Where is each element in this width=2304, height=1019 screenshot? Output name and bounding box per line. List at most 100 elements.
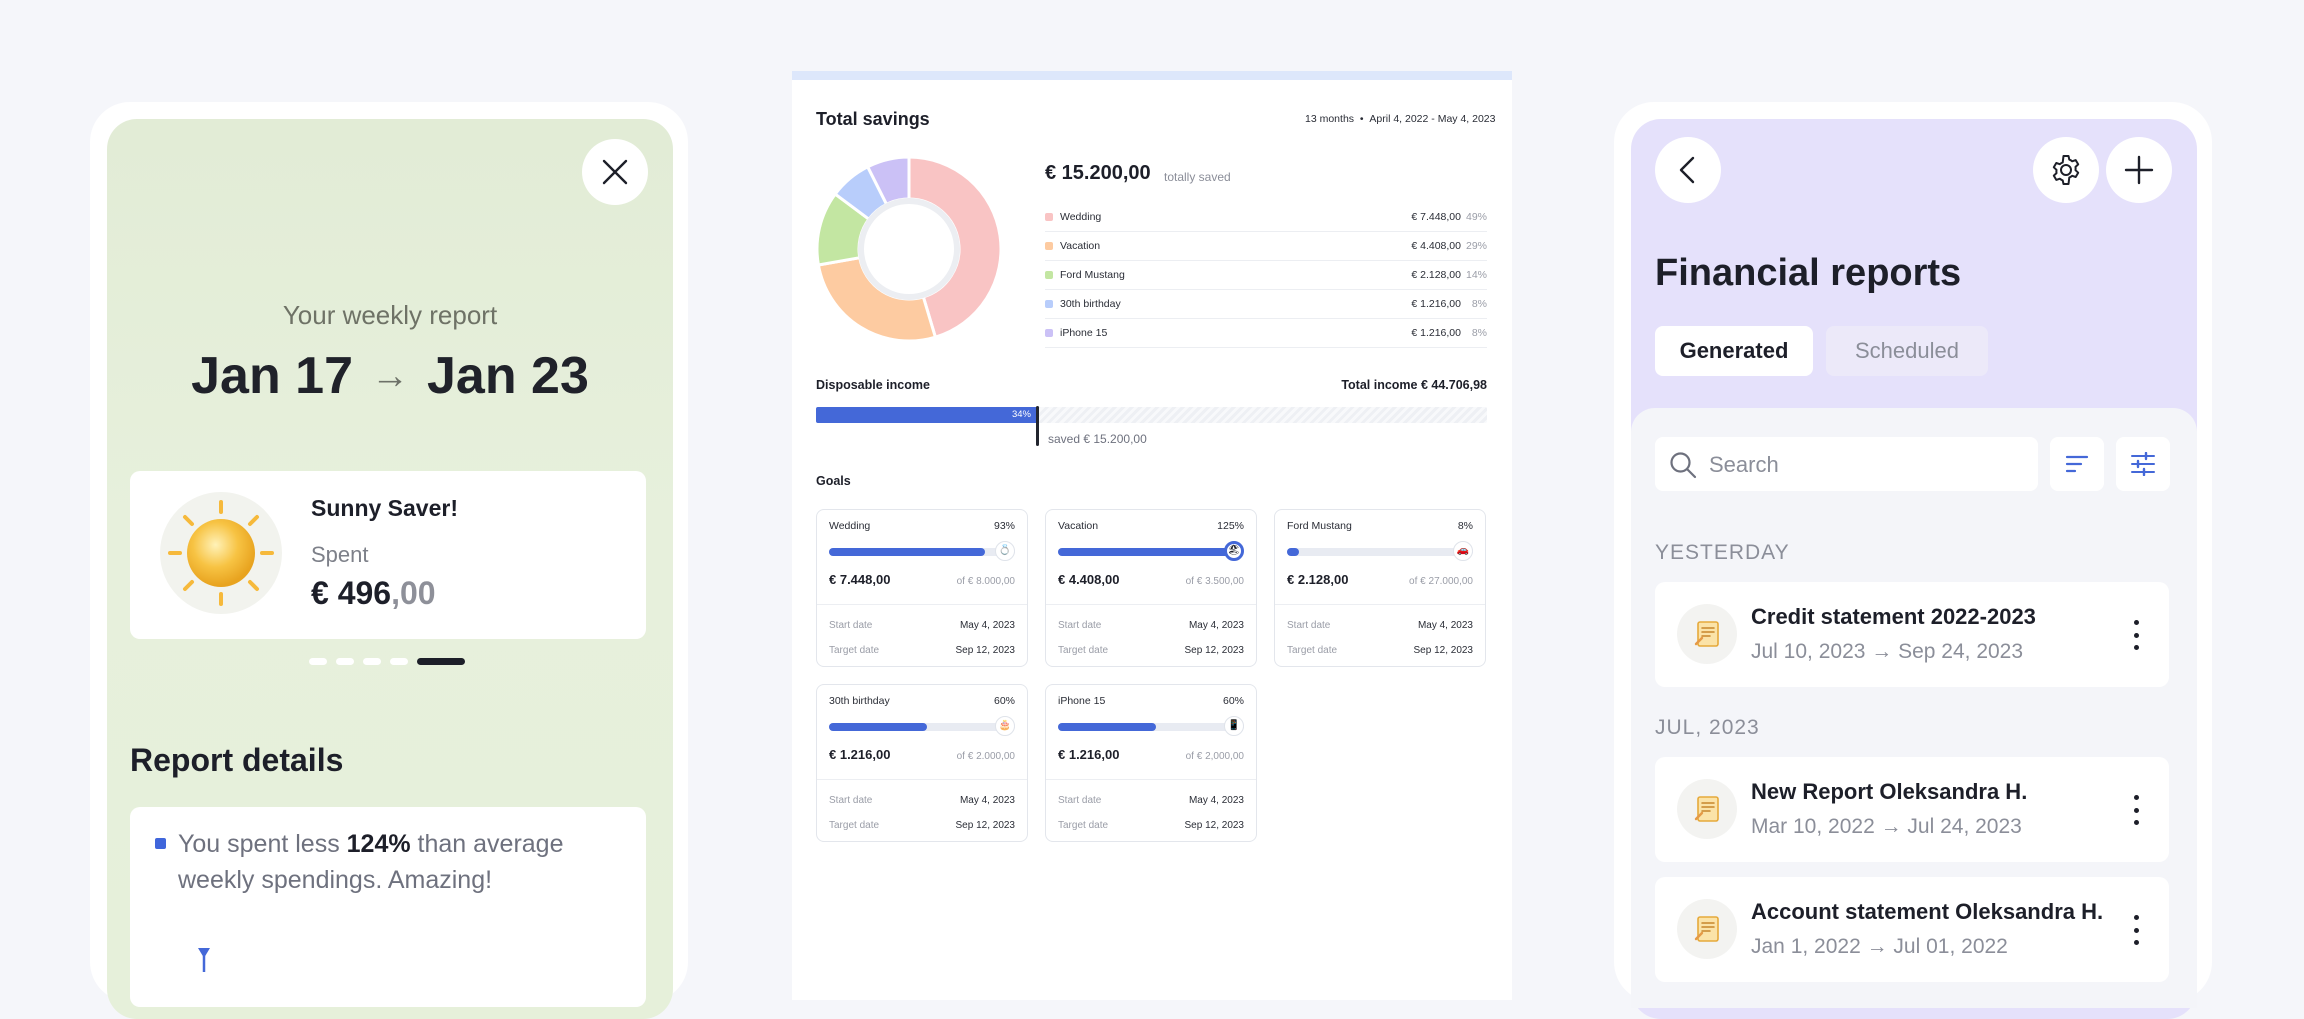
savings-title: Total savings (816, 109, 930, 129)
target-date-value: Sep 12, 2023 (955, 645, 1016, 656)
pagination-dot[interactable] (363, 658, 381, 665)
tab-scheduled[interactable]: Scheduled (1826, 326, 1988, 376)
report-title: New Report Oleksandra H. (1751, 779, 2028, 804)
start-date-value: May 4, 2023 (1188, 795, 1244, 806)
legend-amount: € 1.216,00 (1411, 326, 1461, 339)
total-income: Total income € 44.706,98 (1341, 378, 1487, 392)
goal-divider (1275, 604, 1485, 605)
legend-row[interactable]: Vacation € 4.408,00 29% (1045, 231, 1487, 261)
legend-row[interactable]: Ford Mustang € 2.128,00 14% (1045, 260, 1487, 290)
report-list-item[interactable]: Credit statement 2022-2023 Jul 10, 2023 →… (1655, 582, 2169, 687)
start-date-label: Start date (1058, 795, 1102, 806)
spent-amount-main: € 496 (311, 575, 392, 611)
legend-name: Vacation (1060, 239, 1101, 252)
goal-divider (1046, 604, 1256, 605)
report-list-item[interactable]: New Report Oleksandra H. Mar 10, 2022 → J… (1655, 757, 2169, 862)
carousel-pagination (309, 658, 465, 665)
report-icon-badge (1677, 779, 1737, 839)
target-date-label: Target date (829, 820, 880, 831)
legend-swatch (1045, 328, 1053, 337)
goal-progress-track (1287, 548, 1473, 556)
tab-generated[interactable]: Generated (1655, 326, 1813, 376)
pagination-dot[interactable] (309, 658, 327, 665)
target-date-label: Target date (1287, 645, 1338, 656)
document-icon (1694, 796, 1719, 822)
legend-amount: € 7.448,00 (1411, 210, 1461, 223)
target-date-value: Sep 12, 2023 (1413, 645, 1474, 656)
sliders-icon (2131, 452, 2155, 476)
week-range: Jan 17 → Jan 23 (107, 346, 673, 406)
detail-text-after: than average weekly spendings. Amazing! (178, 830, 564, 894)
goal-divider (817, 604, 1027, 605)
section-label: JUL, 2023 (1655, 716, 1760, 739)
legend-percent: 29% (1465, 239, 1487, 252)
goal-target-amount: of € 8.000,00 (956, 576, 1015, 587)
legend-swatch (1045, 299, 1053, 308)
report-detail-text: You spent less 124% than average weekly … (178, 826, 618, 898)
disposable-income-marker[interactable] (1036, 406, 1039, 446)
legend-row[interactable]: iPhone 15 € 1.216,00 8% (1045, 318, 1487, 348)
sort-lines-icon (2065, 455, 2089, 473)
goal-amount: € 4.408,00 (1058, 572, 1120, 587)
report-icon-badge (1677, 899, 1737, 959)
page-title: Financial reports (1655, 252, 1962, 294)
legend-percent: 14% (1465, 268, 1487, 281)
pagination-dot[interactable] (336, 658, 354, 665)
document-icon (1694, 916, 1719, 942)
period-separator: • (1359, 113, 1364, 125)
search-input[interactable] (1707, 437, 2031, 493)
back-button[interactable] (1655, 137, 1721, 203)
legend-row[interactable]: 30th birthday € 1.216,00 8% (1045, 289, 1487, 319)
saved-label: saved € 15.200,00 (1048, 432, 1147, 446)
goal-progress-fill (829, 548, 985, 556)
report-list-item[interactable]: Account statement Oleksandra H. Jan 1, 20… (1655, 877, 2169, 982)
document-icon (1694, 621, 1719, 647)
target-date-value: Sep 12, 2023 (1184, 820, 1245, 831)
goal-card[interactable]: iPhone 15 60% 📱 € 1.216,00 of € 2,000,00 Star… (1045, 684, 1257, 842)
beach-icon: 🏖 (1224, 541, 1244, 561)
disposable-income-label: Disposable income (816, 378, 930, 392)
goal-amount: € 7.448,00 (829, 572, 891, 587)
goal-percent: 125% (1217, 520, 1244, 532)
week-start: Jan 17 (191, 347, 353, 405)
pagination-dot-active[interactable] (417, 658, 465, 665)
week-end: Jan 23 (427, 347, 589, 405)
legend-amount: € 1.216,00 (1411, 297, 1461, 310)
goal-divider (1046, 779, 1256, 780)
target-date-value: Sep 12, 2023 (1184, 645, 1245, 656)
goals-heading: Goals (816, 474, 851, 488)
goal-percent: 60% (1222, 695, 1244, 707)
report-dates: Jul 10, 2023 → Sep 24, 2023 (1751, 640, 2024, 663)
goal-card[interactable]: Vacation 125% 🏖 € 4.408,00 of € 3.500,00 Star… (1045, 509, 1257, 667)
close-button[interactable] (582, 139, 648, 205)
report-title: Credit statement 2022-2023 (1751, 604, 2036, 629)
more-options-icon[interactable] (2133, 915, 2139, 945)
goal-progress-fill (829, 723, 927, 731)
pagination-dot[interactable] (390, 658, 408, 665)
gear-icon (2052, 155, 2080, 185)
sort-button[interactable] (2050, 437, 2104, 491)
legend-percent: 8% (1471, 297, 1487, 310)
settings-button[interactable] (2033, 137, 2099, 203)
more-options-icon[interactable] (2133, 795, 2139, 825)
add-report-button[interactable] (2106, 137, 2172, 203)
chart-pin-icon (198, 948, 210, 972)
saver-title: Sunny Saver! (311, 495, 458, 521)
goal-divider (817, 779, 1027, 780)
goal-card[interactable]: Ford Mustang 8% 🚗 € 2.128,00 of € 27.000,00 S… (1274, 509, 1486, 667)
more-options-icon[interactable] (2133, 620, 2139, 650)
filter-button[interactable] (2116, 437, 2170, 491)
legend-name: Wedding (1060, 210, 1102, 223)
target-date-label: Target date (829, 645, 880, 656)
goal-amount: € 2.128,00 (1287, 572, 1349, 587)
spent-amount: € 496,00 (311, 575, 436, 612)
legend-percent: 49% (1465, 210, 1487, 223)
goal-card[interactable]: 30th birthday 60% 🎂 € 1.216,00 of € 2.000,00… (816, 684, 1028, 842)
legend-row[interactable]: Wedding € 7.448,00 49% (1045, 202, 1487, 232)
goal-percent: 93% (993, 520, 1015, 532)
disposable-income-fill: 34% (816, 407, 1037, 423)
period-range: April 4, 2022 - May 4, 2023 (1369, 113, 1496, 125)
total-saved-label: totally saved (1164, 170, 1231, 184)
goal-card[interactable]: Wedding 93% 💍 € 7.448,00 of € 8.000,00 Start … (816, 509, 1028, 667)
legend-swatch (1045, 270, 1053, 279)
